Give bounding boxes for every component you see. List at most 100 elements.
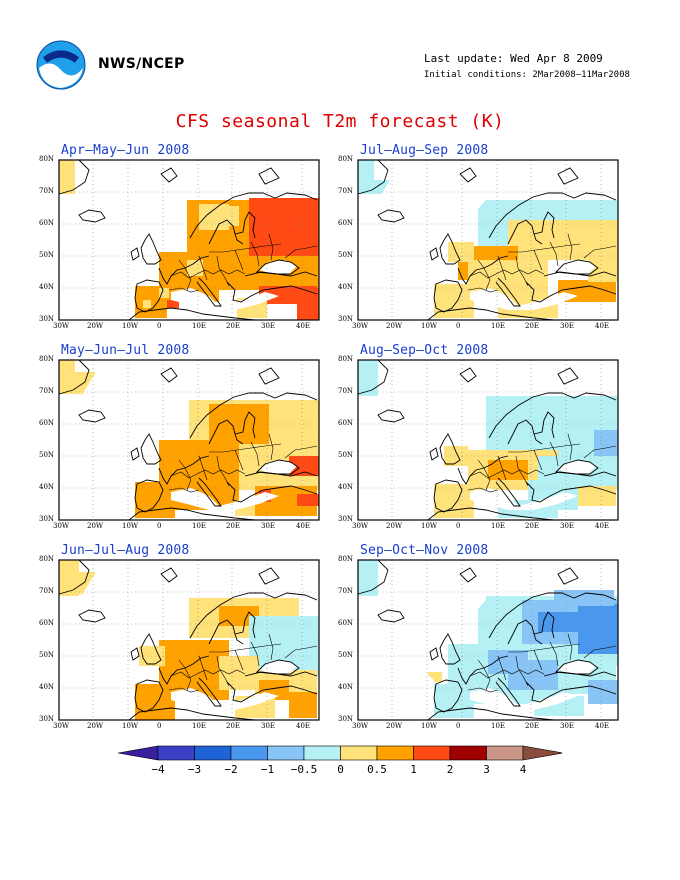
anomaly-cell [434, 484, 474, 518]
sea-area [59, 160, 187, 280]
lon-label: 30E [560, 522, 575, 530]
colorbar-segment [157, 745, 195, 761]
lat-label: 70N [39, 187, 55, 195]
sea-area [358, 466, 434, 520]
sea-area [259, 260, 297, 274]
lat-label: 60N [39, 219, 55, 227]
anomaly-cell [578, 604, 618, 654]
anomaly-cell [135, 482, 175, 518]
lon-label: 30W [53, 522, 70, 530]
lat-label: 40N [39, 483, 55, 491]
lon-label: 10E [491, 722, 506, 730]
lon-label: 0 [456, 322, 461, 330]
colorbar-tick-label: 4 [519, 763, 527, 776]
forecast-map-panel: Jun–Jul–Aug 2008 80N 70N 60N 50N 40N 30N 30W 20… [39, 543, 320, 730]
lon-label: 30E [261, 522, 276, 530]
lon-label: 10E [491, 522, 506, 530]
panel-title: May–Jun–Jul 2008 [61, 343, 190, 358]
anomaly-field [59, 560, 319, 720]
anomaly-cell [588, 680, 618, 704]
colorbar-tick-label: 2 [446, 763, 454, 776]
anomaly-cell [588, 260, 618, 282]
lat-label: 70N [338, 187, 354, 195]
forecast-map-panel: Jul–Aug–Sep 2008 80N 70N 60N 50N 40N 30N 30W 20… [338, 143, 619, 330]
colorbar-tick-label: −2 [224, 763, 238, 776]
anomaly-cell [297, 494, 319, 506]
sea-area [59, 360, 187, 480]
sea-area [259, 660, 297, 674]
lon-label: 20E [525, 722, 540, 730]
anomaly-cell [578, 486, 616, 506]
lon-label: 20E [226, 522, 241, 530]
anomaly-cell [59, 160, 75, 194]
anomaly-field [59, 160, 319, 320]
sea-area [358, 360, 486, 480]
lon-label: 10E [491, 322, 506, 330]
anomaly-cell [297, 288, 319, 320]
lon-label: 30E [261, 322, 276, 330]
sea-area [558, 660, 596, 674]
lat-label: 80N [39, 155, 55, 163]
colorbar-segment [413, 745, 451, 761]
lat-label: 80N [39, 355, 55, 363]
coastlines [357, 359, 617, 521]
lon-label: 40E [595, 522, 610, 530]
forecast-map [357, 359, 619, 521]
sea-area [59, 466, 135, 520]
anomaly-cell [358, 360, 378, 396]
country-borders [168, 433, 318, 493]
lon-label: 20W [386, 522, 403, 530]
map-frame [357, 559, 619, 721]
forecast-map [58, 359, 320, 521]
lon-label: 0 [456, 722, 461, 730]
lon-label: 40E [595, 722, 610, 730]
lat-label: 80N [39, 555, 55, 563]
anomaly-cell [167, 300, 179, 308]
lat-label: 60N [39, 619, 55, 627]
country-borders [168, 233, 318, 293]
colorbar-tick-label: 3 [483, 763, 490, 776]
coastlines [58, 159, 318, 321]
colorbar-segment [303, 745, 341, 761]
grid-lines [358, 560, 618, 720]
lon-label: 0 [157, 522, 162, 530]
lon-label: 0 [157, 322, 162, 330]
lat-label: 40N [39, 683, 55, 691]
lon-label: 10E [192, 522, 207, 530]
lon-label: 30W [53, 722, 70, 730]
sea-area [358, 266, 434, 320]
lon-label: 40E [296, 522, 311, 530]
initial-conditions-text: Initial conditions: 2Mar2008–11Mar2008 [424, 70, 630, 80]
sea-area [558, 260, 596, 274]
sea-area [259, 460, 297, 474]
anomaly-cell [538, 612, 578, 632]
anomaly-cell [508, 220, 618, 260]
lat-label: 80N [338, 555, 354, 563]
forecast-map [58, 559, 320, 721]
lon-label: 20E [525, 522, 540, 530]
lon-label: 10W [421, 522, 438, 530]
lat-label: 30N [39, 715, 55, 723]
lat-label: 40N [338, 283, 354, 291]
lon-label: 10W [122, 322, 139, 330]
colorbar-tick-label: 0.5 [367, 763, 387, 776]
lon-label: 0 [456, 522, 461, 530]
colorbar-tick-label: −1 [260, 763, 275, 776]
lat-label: 30N [39, 315, 55, 323]
country-borders [467, 433, 617, 493]
panel-title: Jun–Jul–Aug 2008 [61, 543, 190, 558]
lat-label: 40N [338, 483, 354, 491]
lon-label: 30E [560, 322, 575, 330]
anomaly-cell [554, 590, 614, 606]
lon-label: 30W [352, 322, 369, 330]
colorbar-tick-label: 1 [410, 763, 417, 776]
colorbar-segment [230, 745, 268, 761]
lon-label: 20W [87, 322, 104, 330]
anomaly-cell [135, 684, 175, 720]
coastlines [357, 159, 617, 321]
lon-label: 30W [352, 522, 369, 530]
last-update-text: Last update: Wed Apr 8 2009 [424, 52, 603, 65]
lon-label: 10W [421, 722, 438, 730]
anomaly-cell [159, 288, 169, 298]
lat-label: 50N [39, 651, 55, 659]
